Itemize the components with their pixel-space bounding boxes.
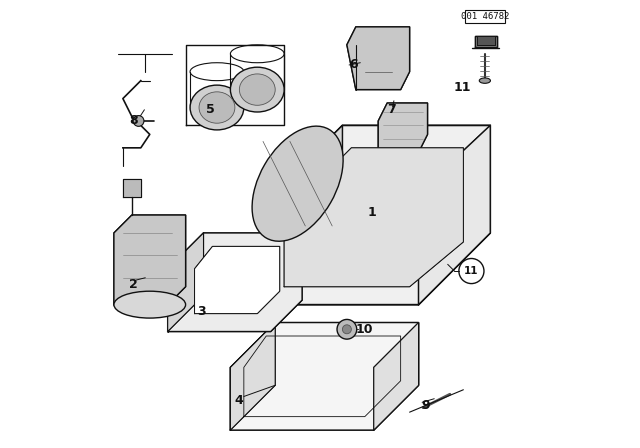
Text: 10: 10 xyxy=(356,323,374,336)
Text: 2: 2 xyxy=(129,278,138,291)
Ellipse shape xyxy=(190,85,244,130)
Polygon shape xyxy=(475,36,497,47)
Polygon shape xyxy=(168,233,302,332)
Text: 3: 3 xyxy=(197,305,205,318)
Polygon shape xyxy=(347,27,410,90)
Ellipse shape xyxy=(479,78,490,83)
Text: 001 46782: 001 46782 xyxy=(461,12,509,21)
Polygon shape xyxy=(114,215,186,305)
Polygon shape xyxy=(284,148,463,287)
Polygon shape xyxy=(266,125,490,305)
Text: 6: 6 xyxy=(349,58,358,72)
Polygon shape xyxy=(230,323,419,430)
Text: 8: 8 xyxy=(129,114,138,128)
FancyBboxPatch shape xyxy=(465,10,504,23)
Ellipse shape xyxy=(230,67,284,112)
Polygon shape xyxy=(168,233,204,332)
Circle shape xyxy=(337,319,356,339)
Ellipse shape xyxy=(239,74,275,105)
Text: 1: 1 xyxy=(367,206,376,220)
Polygon shape xyxy=(230,323,275,430)
Polygon shape xyxy=(195,246,280,314)
Text: 11: 11 xyxy=(454,81,471,94)
Polygon shape xyxy=(477,36,495,45)
Text: 9: 9 xyxy=(421,399,429,412)
Text: 5: 5 xyxy=(206,103,214,116)
Text: 11: 11 xyxy=(464,266,479,276)
Ellipse shape xyxy=(114,291,186,318)
Ellipse shape xyxy=(199,92,235,123)
Ellipse shape xyxy=(252,126,343,241)
Text: 7: 7 xyxy=(387,103,396,116)
Polygon shape xyxy=(374,323,419,430)
Text: 4: 4 xyxy=(234,394,243,408)
Polygon shape xyxy=(123,179,141,197)
Polygon shape xyxy=(266,125,342,305)
Polygon shape xyxy=(378,103,428,152)
Circle shape xyxy=(342,325,351,334)
Circle shape xyxy=(133,116,144,126)
Polygon shape xyxy=(419,125,490,305)
